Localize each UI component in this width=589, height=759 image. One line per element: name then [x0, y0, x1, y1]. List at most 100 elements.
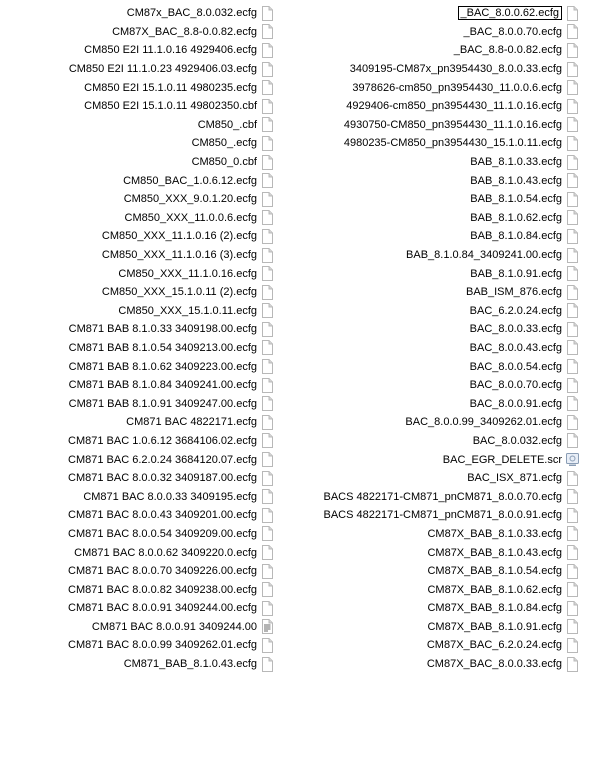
ecfg-icon: [566, 657, 579, 672]
ecfg-icon: [261, 396, 274, 411]
file-rename-input[interactable]: _BAC_8.0.0.62.ecfg: [458, 6, 562, 20]
file-item[interactable]: BAC_ISX_871.ecfg: [280, 469, 589, 488]
file-item[interactable]: CM871 BAB 8.1.0.62 3409223.00.ecfg: [0, 357, 280, 376]
file-item[interactable]: BAB_8.1.0.43.ecfg: [280, 171, 589, 190]
file-item[interactable]: BAC_8.0.0.54.ecfg: [280, 357, 589, 376]
file-item[interactable]: 4930750-CM850_pn3954430_11.1.0.16.ecfg: [280, 116, 589, 135]
file-item[interactable]: CM871 BAB 8.1.0.54 3409213.00.ecfg: [0, 339, 280, 358]
file-item[interactable]: CM871 BAC 1.0.6.12 3684106.02.ecfg: [0, 432, 280, 451]
file-item[interactable]: CM871 BAC 8.0.0.82 3409238.00.ecfg: [0, 580, 280, 599]
file-item[interactable]: CM871 BAB 8.1.0.84 3409241.00.ecfg: [0, 376, 280, 395]
file-item[interactable]: CM87X_BAC_8.8-0.0.82.ecfg: [0, 23, 280, 42]
file-item[interactable]: CM871 BAC 8.0.0.33 3409195.ecfg: [0, 487, 280, 506]
file-item[interactable]: _BAC_8.0.0.70.ecfg: [280, 23, 589, 42]
ecfg-icon: [566, 99, 579, 114]
file-item[interactable]: CM87X_BAB_8.1.0.91.ecfg: [280, 618, 589, 637]
file-item[interactable]: 3409195-CM87x_pn3954430_8.0.0.33.ecfg: [280, 60, 589, 79]
file-item[interactable]: CM87X_BAB_8.1.0.33.ecfg: [280, 525, 589, 544]
file-item[interactable]: CM871 BAB 8.1.0.91 3409247.00.ecfg: [0, 394, 280, 413]
file-item[interactable]: CM87X_BAB_8.1.0.84.ecfg: [280, 599, 589, 618]
file-item[interactable]: CM87X_BAB_8.1.0.43.ecfg: [280, 543, 589, 562]
file-name-label: CM871 BAC 8.0.0.62 3409220.0.ecfg: [74, 547, 257, 559]
ecfg-icon: [566, 155, 579, 170]
file-item[interactable]: BAC_8.0.0.43.ecfg: [280, 339, 589, 358]
file-name-label: CM87X_BAB_8.1.0.43.ecfg: [427, 547, 562, 559]
ecfg-icon: [566, 489, 579, 504]
file-item[interactable]: BAC_8.0.032.ecfg: [280, 432, 589, 451]
ecfg-icon: [261, 508, 274, 523]
file-name-label: BAC_8.0.0.70.ecfg: [470, 379, 562, 391]
ecfg-icon: [261, 471, 274, 486]
file-item[interactable]: CM850_BAC_1.0.6.12.ecfg: [0, 171, 280, 190]
file-item[interactable]: BAB_ISM_876.ecfg: [280, 283, 589, 302]
file-item[interactable]: CM871 BAC 8.0.0.62 3409220.0.ecfg: [0, 543, 280, 562]
file-item[interactable]: CM871 BAC 8.0.0.32 3409187.00.ecfg: [0, 469, 280, 488]
file-item[interactable]: CM850_.ecfg: [0, 134, 280, 153]
file-item[interactable]: CM871 BAC 8.0.0.91 3409244.00: [0, 618, 280, 637]
scr-icon: [566, 452, 579, 467]
file-name-label: CM850_XXX_11.1.0.16 (3).ecfg: [102, 249, 257, 261]
file-item[interactable]: CM87X_BAB_8.1.0.62.ecfg: [280, 580, 589, 599]
file-item[interactable]: CM871 BAB 8.1.0.33 3409198.00.ecfg: [0, 320, 280, 339]
ecfg-icon: [566, 638, 579, 653]
ecfg-icon: [261, 80, 274, 95]
file-item[interactable]: BACS 4822171-CM871_pnCM871_8.0.0.91.ecfg: [280, 506, 589, 525]
file-item[interactable]: _BAC_8.0.0.62.ecfg: [280, 4, 589, 23]
file-name-label: BAC_EGR_DELETE.scr: [443, 454, 562, 466]
file-item[interactable]: CM871 BAC 8.0.0.54 3409209.00.ecfg: [0, 525, 280, 544]
file-item[interactable]: BAB_8.1.0.91.ecfg: [280, 264, 589, 283]
file-item[interactable]: BAC_8.0.0.70.ecfg: [280, 376, 589, 395]
file-item[interactable]: BAB_8.1.0.62.ecfg: [280, 209, 589, 228]
ecfg-icon: [261, 322, 274, 337]
ecfg-icon: [566, 340, 579, 355]
file-item[interactable]: CM871 BAC 8.0.0.99 3409262.01.ecfg: [0, 636, 280, 655]
file-item[interactable]: BAB_8.1.0.33.ecfg: [280, 153, 589, 172]
file-item[interactable]: CM850_XXX_11.1.0.16 (2).ecfg: [0, 227, 280, 246]
file-name-label: CM871 BAC 6.2.0.24 3684120.07.ecfg: [68, 454, 257, 466]
ecfg-icon: [261, 248, 274, 263]
file-item[interactable]: BAC_6.2.0.24.ecfg: [280, 302, 589, 321]
file-item[interactable]: 4980235-CM850_pn3954430_15.1.0.11.ecfg: [280, 134, 589, 153]
file-item[interactable]: CM871 BAC 6.2.0.24 3684120.07.ecfg: [0, 450, 280, 469]
ecfg-icon: [261, 303, 274, 318]
file-name-label: CM871 BAC 1.0.6.12 3684106.02.ecfg: [68, 435, 257, 447]
ecfg-icon: [566, 62, 579, 77]
file-item[interactable]: BAC_8.0.0.33.ecfg: [280, 320, 589, 339]
file-item[interactable]: CM87X_BAB_8.1.0.54.ecfg: [280, 562, 589, 581]
file-name-label: BAC_8.0.0.33.ecfg: [470, 323, 562, 335]
file-item[interactable]: CM850_XXX_9.0.1.20.ecfg: [0, 190, 280, 209]
file-item[interactable]: CM87X_BAC_8.0.0.33.ecfg: [280, 655, 589, 674]
file-item[interactable]: BAC_8.0.0.91.ecfg: [280, 394, 589, 413]
file-item[interactable]: CM871 BAC 8.0.0.43 3409201.00.ecfg: [0, 506, 280, 525]
file-item[interactable]: BAB_8.1.0.54.ecfg: [280, 190, 589, 209]
file-item[interactable]: CM871 BAC 4822171.ecfg: [0, 413, 280, 432]
file-item[interactable]: CM850_XXX_11.1.0.16 (3).ecfg: [0, 246, 280, 265]
file-item[interactable]: BAB_8.1.0.84_3409241.00.ecfg: [280, 246, 589, 265]
file-item[interactable]: CM850 E2I 15.1.0.11 4980235.ecfg: [0, 78, 280, 97]
file-item[interactable]: BAC_EGR_DELETE.scr: [280, 450, 589, 469]
file-item[interactable]: CM850_XXX_11.1.0.16.ecfg: [0, 264, 280, 283]
file-item[interactable]: CM87x_BAC_8.0.032.ecfg: [0, 4, 280, 23]
file-item[interactable]: _BAC_8.8-0.0.82.ecfg: [280, 41, 589, 60]
file-item[interactable]: CM850_.cbf: [0, 116, 280, 135]
file-item[interactable]: CM850_0.cbf: [0, 153, 280, 172]
file-name-label: BAB_8.1.0.62.ecfg: [470, 212, 562, 224]
file-item[interactable]: CM850 E2I 11.1.0.16 4929406.ecfg: [0, 41, 280, 60]
file-name-label: CM850 E2I 15.1.0.11 4980235.ecfg: [84, 82, 257, 94]
file-item[interactable]: BACS 4822171-CM871_pnCM871_8.0.0.70.ecfg: [280, 487, 589, 506]
file-item[interactable]: CM850_XXX_11.0.0.6.ecfg: [0, 209, 280, 228]
file-item[interactable]: CM87X_BAC_6.2.0.24.ecfg: [280, 636, 589, 655]
file-name-label: CM871 BAB 8.1.0.62 3409223.00.ecfg: [69, 361, 257, 373]
file-name-label: CM87X_BAB_8.1.0.33.ecfg: [427, 528, 562, 540]
file-item[interactable]: CM871 BAC 8.0.0.70 3409226.00.ecfg: [0, 562, 280, 581]
file-item[interactable]: CM850_XXX_15.1.0.11 (2).ecfg: [0, 283, 280, 302]
file-item[interactable]: BAC_8.0.0.99_3409262.01.ecfg: [280, 413, 589, 432]
file-item[interactable]: CM850_XXX_15.1.0.11.ecfg: [0, 302, 280, 321]
file-item[interactable]: CM871 BAC 8.0.0.91 3409244.00.ecfg: [0, 599, 280, 618]
file-item[interactable]: CM850 E2I 15.1.0.11 49802350.cbf: [0, 97, 280, 116]
file-item[interactable]: BAB_8.1.0.84.ecfg: [280, 227, 589, 246]
file-item[interactable]: 4929406-cm850_pn3954430_11.1.0.16.ecfg: [280, 97, 589, 116]
file-item[interactable]: CM850 E2I 11.1.0.23 4929406.03.ecfg: [0, 60, 280, 79]
file-item[interactable]: 3978626-cm850_pn3954430_11.0.0.6.ecfg: [280, 78, 589, 97]
file-item[interactable]: CM871_BAB_8.1.0.43.ecfg: [0, 655, 280, 674]
